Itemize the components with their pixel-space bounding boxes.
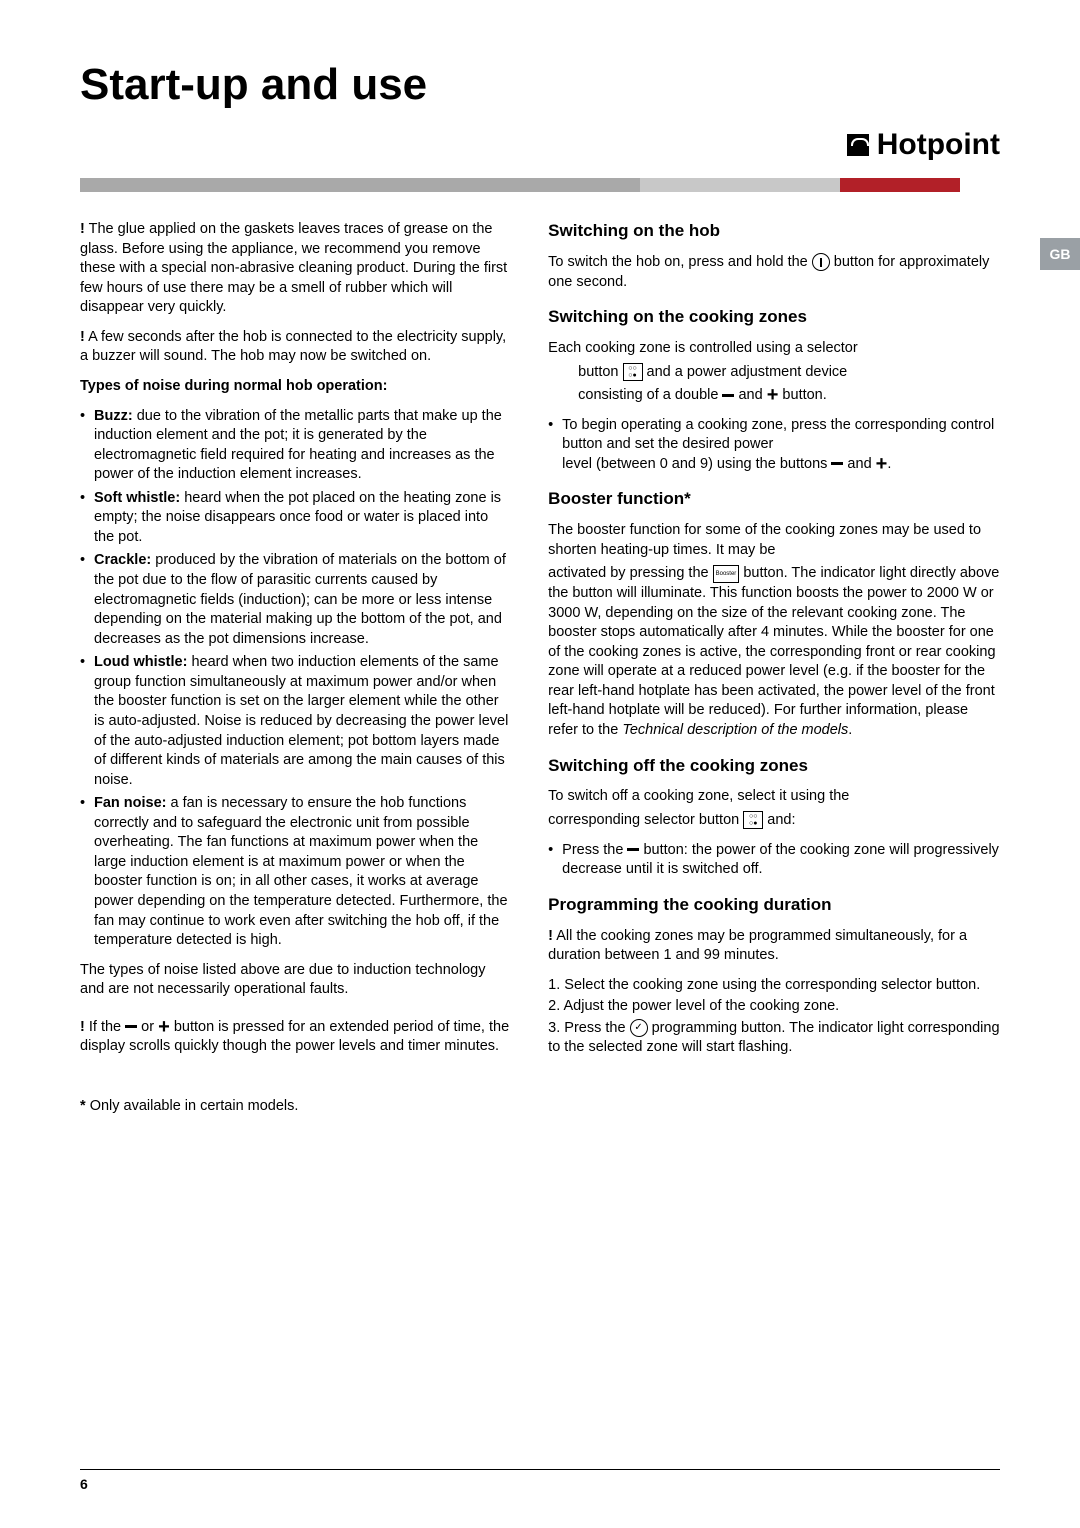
page-number: 6 [80,1476,1000,1492]
switch-off-l2: corresponding selector button ○○○● and: [548,811,1000,831]
selector-icon: ○○○● [623,363,643,381]
selector-icon: ○○○● [743,811,763,829]
switch-off-l2b: and: [763,812,795,828]
header-bar [80,178,1000,192]
hold-pre: If the [89,1019,125,1035]
zones-bul-b: and [843,456,875,472]
booster-p2c: Technical description of the models [622,722,848,738]
zones-bul-pre: To begin operating a cooking zone, press… [562,417,994,453]
bar-grey-segment [80,178,640,192]
noise-item: Fan noise: a fan is necessary to ensure … [80,794,512,951]
booster-p2b: button. The indicator light directly abo… [548,565,999,738]
switch-off-heading: Switching off the cooking zones [548,755,1000,778]
switch-off-bullets: Press the button: the power of the cooki… [548,841,1000,880]
prog-heading: Programming the cooking duration [548,894,1000,917]
booster-p2a: activated by pressing the [548,565,712,581]
switch-off-bul-b: button: the power of the cooking zone wi… [562,842,999,878]
power-icon [812,253,830,271]
plus-icon: + [876,453,888,475]
left-column: ! The glue applied on the gaskets leaves… [80,220,512,1127]
zones-bullets: To begin operating a cooking zone, press… [548,416,1000,475]
zones-l3: consisting of a double and + button. [548,386,1000,406]
noise-item: Buzz: due to the vibration of the metall… [80,407,512,485]
footer: 6 [80,1469,1000,1492]
intro-p2: ! A few seconds after the hob is connect… [80,328,512,367]
noise-text: a fan is necessary to ensure the hob fun… [94,795,508,948]
minus-icon [125,1025,137,1028]
noise-list: Buzz: due to the vibration of the metall… [80,407,512,951]
hold-mid: or [137,1019,158,1035]
prog-p1: ! All the cooking zones may be programme… [548,927,1000,966]
intro-p1: ! The glue applied on the gaskets leaves… [80,220,512,318]
hold-note: ! If the or + button is pressed for an e… [80,1018,512,1057]
page-title: Start-up and use [80,60,1000,110]
brand: Hotpoint [847,128,1000,162]
zones-l3b: and [734,387,766,403]
intro-p1-text: The glue applied on the gaskets leaves t… [80,221,507,315]
switch-off-l1: To switch off a cooking zone, select it … [548,787,1000,807]
zones-l3a: consisting of a double [578,387,722,403]
prog-s3a: 3. Press the [548,1020,629,1036]
noise-text: produced by the vibration of materials o… [94,552,506,646]
zones-l1: Each cooking zone is controlled using a … [548,339,1000,359]
zones-l3c: button. [778,387,826,403]
switch-off-l2a: corresponding selector button [548,812,743,828]
right-column: Switching on the hob To switch the hob o… [548,220,1000,1127]
zones-l2b: and a power adjustment device [643,364,848,380]
noise-footer: The types of noise listed above are due … [80,961,512,1000]
switch-off-bullet: Press the button: the power of the cooki… [548,841,1000,880]
brand-logo-icon [847,134,869,156]
booster-p2d: . [848,722,852,738]
noise-item: Loud whistle: heard when two induction e… [80,653,512,790]
plus-icon: + [767,384,779,406]
prog-s1: 1. Select the cooking zone using the cor… [548,976,1000,996]
switch-off-bul-a: Press the [562,842,627,858]
prog-s2: 2. Adjust the power level of the cooking… [548,997,1000,1017]
timer-icon: ✓ [630,1019,648,1037]
zones-l2a: button [578,364,622,380]
minus-icon [627,848,639,851]
switch-on-zones-heading: Switching on the cooking zones [548,306,1000,329]
intro-p2-text: A few seconds after the hob is connected… [80,329,506,365]
noise-label: Crackle: [94,552,151,568]
switch-on-hob-pre: To switch the hob on, press and hold the [548,254,812,270]
noise-label: Buzz: [94,408,133,424]
prog-p1-text: All the cooking zones may be programmed … [548,928,967,964]
brand-text: Hotpoint [877,128,1000,162]
booster-heading: Booster function* [548,488,1000,511]
switch-on-hob-heading: Switching on the hob [548,220,1000,243]
noise-item: Soft whistle: heard when the pot placed … [80,489,512,548]
noise-label: Fan noise: [94,795,167,811]
booster-icon: Booster [713,565,740,583]
noise-text: heard when two induction elements of the… [94,654,508,787]
zones-l2: button ○○○● and a power adjustment devic… [548,363,1000,383]
brand-row: Hotpoint [80,128,1000,176]
noise-label: Loud whistle: [94,654,187,670]
minus-icon [831,462,843,465]
noise-text: due to the vibration of the metallic par… [94,408,502,483]
plus-icon: + [158,1016,170,1038]
booster-p2: activated by pressing the Booster button… [548,564,1000,740]
footnote: * Only available in certain models. [80,1097,512,1117]
noise-label: Soft whistle: [94,490,180,506]
prog-s3: 3. Press the ✓ programming button. The i… [548,1019,1000,1058]
booster-p1: The booster function for some of the coo… [548,521,1000,560]
footer-rule [80,1469,1000,1470]
zones-bul-c: . [887,456,891,472]
language-badge: GB [1040,238,1080,270]
zones-bullet: To begin operating a cooking zone, press… [548,416,1000,475]
switch-on-hob-text: To switch the hob on, press and hold the… [548,253,1000,292]
minus-icon [722,394,734,397]
footnote-text: Only available in certain models. [90,1098,299,1114]
noise-item: Crackle: produced by the vibration of ma… [80,551,512,649]
noise-heading: Types of noise during normal hob operati… [80,377,512,397]
bar-red-segment [840,178,960,192]
zones-bul-a: level (between 0 and 9) using the button… [562,456,831,472]
bar-lightgrey-segment [640,178,840,192]
